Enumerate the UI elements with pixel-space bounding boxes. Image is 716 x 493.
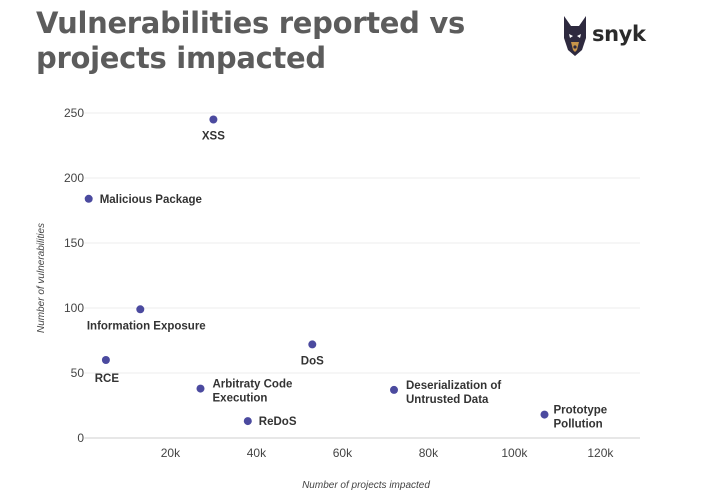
y-tick-250: 250 xyxy=(64,106,84,120)
y-axis-label: Number of vulnerabilities xyxy=(36,223,47,333)
point-arbitraty-code-execution xyxy=(196,384,205,393)
x-tick-120k: 120k xyxy=(587,446,614,460)
point-malicious-package xyxy=(84,194,93,203)
point-label-rce: RCE xyxy=(95,373,120,385)
x-axis-label: Number of projects impacted xyxy=(302,480,430,491)
logo-text: snyk xyxy=(592,22,646,46)
chart-title: Vulnerabilities reported vs projects imp… xyxy=(36,6,465,76)
point-label-prototype-pollution: Prototype Pollution xyxy=(554,405,608,431)
chart-title-line-1: Vulnerabilities reported vs xyxy=(36,6,465,40)
y-tick-0: 0 xyxy=(77,431,84,445)
y-tick-200: 200 xyxy=(64,171,84,185)
point-label-information-exposure: Information Exposure xyxy=(87,320,206,332)
point-deserialization-of-untrusted-data xyxy=(390,385,398,394)
x-tick-40k: 40k xyxy=(247,446,267,460)
y-tick-150: 150 xyxy=(64,236,84,250)
point-label-arbitraty-code-execution: Arbitraty Code Execution xyxy=(213,379,293,405)
point-prototype-pollution xyxy=(540,410,549,419)
point-label-dos: DoS xyxy=(301,355,324,367)
x-axis-ticks: 20k 40k 60k 80k 100k 120k xyxy=(161,446,615,460)
point-information-exposure xyxy=(136,305,145,314)
point-rce xyxy=(101,356,110,364)
snyk-logo: snyk xyxy=(562,16,652,60)
chart-title-line-2: projects impacted xyxy=(36,41,326,75)
point-label-redos: ReDoS xyxy=(259,416,297,428)
point-dos xyxy=(308,340,317,349)
y-tick-100: 100 xyxy=(64,301,84,315)
point-redos xyxy=(243,417,252,426)
point-labels: XSS Malicious Package Information Exposure… xyxy=(87,131,607,431)
x-tick-60k: 60k xyxy=(333,446,353,460)
x-tick-100k: 100k xyxy=(501,446,528,460)
point-label-xss: XSS xyxy=(202,131,225,143)
doberman-icon xyxy=(564,16,586,56)
x-tick-80k: 80k xyxy=(419,446,439,460)
point-label-malicious-package: Malicious Package xyxy=(100,194,202,206)
y-axis-ticks: 0 50 100 150 200 250 xyxy=(64,106,84,445)
x-tick-20k: 20k xyxy=(161,446,181,460)
data-points xyxy=(84,115,549,426)
y-tick-50: 50 xyxy=(71,366,85,380)
point-label-deserialization-of-untrusted-data: Deserialization of Untrusted Data xyxy=(406,380,501,406)
point-xss xyxy=(209,115,218,124)
grid-lines xyxy=(84,112,640,439)
